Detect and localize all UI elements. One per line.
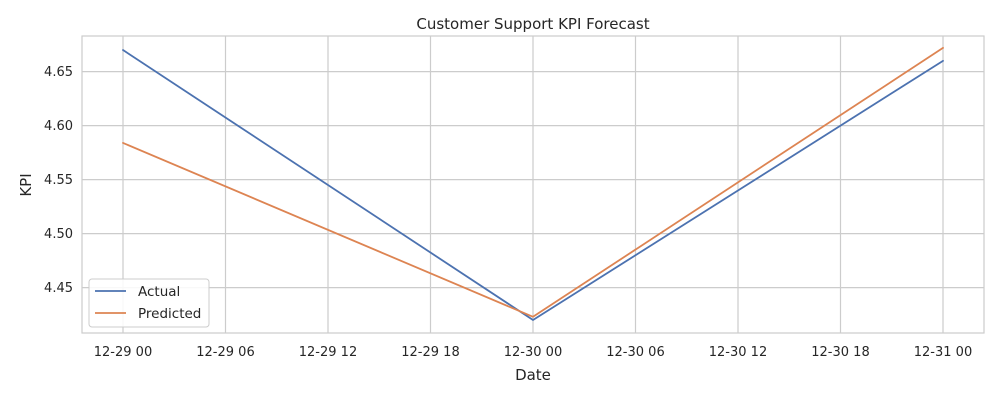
y-tick-label: 4.50 bbox=[44, 227, 73, 242]
x-tick-label: 12-30 18 bbox=[811, 345, 869, 360]
legend-label-predicted: Predicted bbox=[138, 306, 201, 322]
y-tick-label: 4.65 bbox=[44, 65, 73, 80]
x-tick-label: 12-29 00 bbox=[94, 345, 152, 360]
x-axis-label: Date bbox=[515, 366, 551, 384]
x-tick-label: 12-30 00 bbox=[504, 345, 562, 360]
x-tick-label: 12-31 00 bbox=[914, 345, 972, 360]
y-tick-labels: 4.45 4.50 4.55 4.60 4.65 bbox=[44, 65, 73, 296]
grid-lines bbox=[82, 36, 984, 333]
x-tick-label: 12-29 18 bbox=[401, 345, 459, 360]
y-tick-label: 4.60 bbox=[44, 119, 73, 134]
x-tick-label: 12-29 12 bbox=[299, 345, 357, 360]
legend-label-actual: Actual bbox=[138, 284, 180, 300]
legend: Actual Predicted bbox=[88, 278, 210, 328]
x-tick-label: 12-30 12 bbox=[709, 345, 767, 360]
x-tick-label: 12-29 06 bbox=[196, 345, 254, 360]
chart-title: Customer Support KPI Forecast bbox=[416, 15, 649, 33]
plot-frame bbox=[81, 35, 985, 334]
y-tick-label: 4.45 bbox=[44, 281, 73, 296]
series-line-actual bbox=[122, 49, 944, 321]
y-axis-label: KPI bbox=[17, 173, 35, 196]
x-tick-labels: 12-29 00 12-29 06 12-29 12 12-29 18 12-30 00… bbox=[94, 345, 972, 360]
y-tick-label: 4.55 bbox=[44, 173, 73, 188]
series-lines bbox=[122, 46, 944, 321]
x-tick-label: 12-30 06 bbox=[606, 345, 664, 360]
series-line-predicted bbox=[122, 46, 944, 318]
